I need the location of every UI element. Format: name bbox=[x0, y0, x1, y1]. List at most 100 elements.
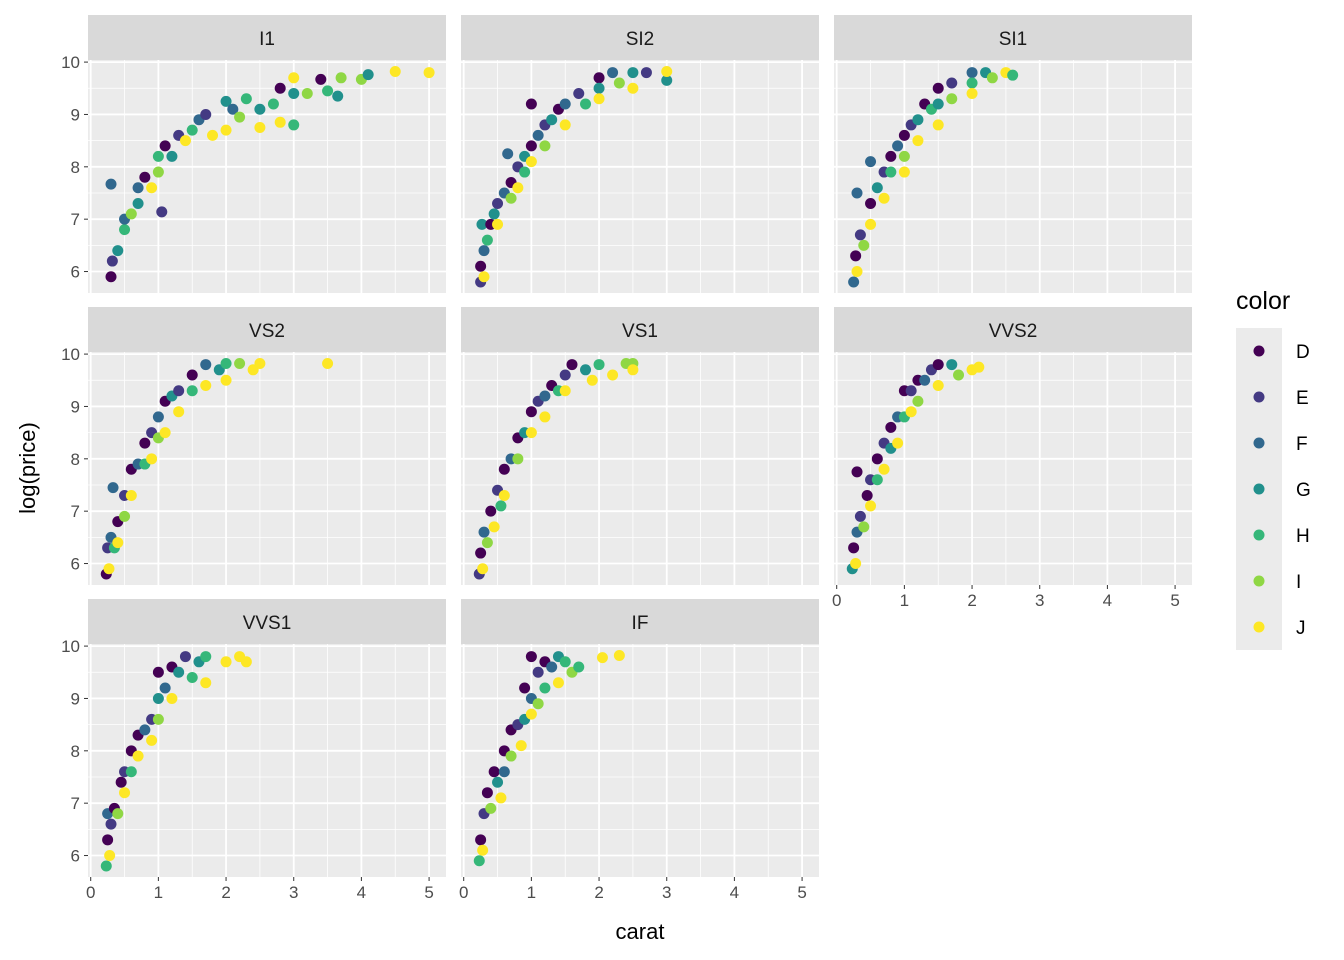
data-point-G bbox=[593, 82, 605, 94]
data-point-I bbox=[152, 713, 164, 725]
data-point-D bbox=[488, 766, 500, 778]
data-point-J bbox=[220, 124, 232, 136]
data-point-F bbox=[532, 129, 544, 141]
facet-strip-label: SI2 bbox=[626, 29, 655, 50]
data-point-J bbox=[492, 218, 504, 230]
legend-label: F bbox=[1296, 434, 1308, 455]
data-point-I bbox=[539, 140, 551, 152]
data-point-D bbox=[105, 271, 117, 283]
data-point-H bbox=[152, 150, 164, 162]
data-point-H bbox=[240, 93, 252, 105]
data-point-J bbox=[146, 453, 158, 465]
y-tick-label: 7 bbox=[71, 794, 80, 813]
data-point-H bbox=[200, 651, 212, 663]
x-tick-label: 3 bbox=[1035, 591, 1044, 610]
data-point-D bbox=[861, 489, 873, 501]
data-point-J bbox=[850, 558, 862, 570]
data-point-J bbox=[627, 364, 639, 376]
data-point-G bbox=[932, 98, 944, 110]
data-point-I bbox=[858, 239, 870, 251]
data-point-J bbox=[878, 463, 890, 475]
data-point-J bbox=[539, 411, 551, 423]
data-point-I bbox=[485, 802, 497, 814]
x-tick-label: 1 bbox=[154, 883, 163, 902]
legend-key-F bbox=[1253, 437, 1265, 449]
facet-strip bbox=[88, 307, 446, 352]
data-point-J bbox=[627, 82, 639, 94]
data-point-D bbox=[848, 542, 860, 554]
data-point-J bbox=[512, 182, 524, 194]
data-point-J bbox=[878, 192, 890, 204]
y-tick-label: 7 bbox=[71, 502, 80, 521]
data-point-J bbox=[892, 437, 904, 449]
data-point-J bbox=[865, 500, 877, 512]
data-point-J bbox=[240, 656, 252, 668]
x-tick-label: 0 bbox=[459, 883, 468, 902]
legend-label: E bbox=[1296, 388, 1309, 409]
y-axis-title: log(price) bbox=[15, 422, 40, 514]
facet-panel-vs2: VS2 6 7 8 9 10 bbox=[61, 307, 446, 585]
facet-strip bbox=[88, 15, 446, 60]
data-point-H bbox=[220, 358, 232, 370]
data-point-J bbox=[966, 88, 978, 100]
facet-panel-vs1: VS1 bbox=[461, 307, 819, 585]
data-point-G bbox=[288, 88, 300, 100]
facet-panel-vvs2: VVS2 0 1 2 3 4 5 bbox=[832, 307, 1192, 610]
data-point-H bbox=[539, 682, 551, 694]
data-point-I bbox=[335, 72, 347, 84]
data-point-F bbox=[478, 526, 490, 538]
facet-panel-si2: SI2 bbox=[461, 15, 819, 293]
data-point-J bbox=[477, 563, 489, 575]
y-tick-label: 9 bbox=[71, 105, 80, 124]
data-point-J bbox=[104, 850, 116, 862]
y-tick-label: 6 bbox=[71, 555, 80, 574]
data-point-D bbox=[850, 250, 862, 262]
data-point-H bbox=[100, 860, 112, 872]
data-point-F bbox=[227, 103, 239, 115]
data-point-I bbox=[234, 358, 246, 370]
data-point-H bbox=[481, 234, 493, 246]
data-point-E bbox=[854, 510, 866, 522]
data-point-J bbox=[389, 66, 401, 78]
data-point-J bbox=[498, 489, 510, 501]
x-tick-label: 4 bbox=[357, 883, 366, 902]
y-tick-label: 7 bbox=[71, 210, 80, 229]
legend: color D E F G H I J bbox=[1236, 287, 1311, 650]
data-point-F bbox=[478, 245, 490, 257]
data-point-D bbox=[932, 82, 944, 94]
x-tick-label: 5 bbox=[424, 883, 433, 902]
data-point-H bbox=[573, 661, 585, 673]
x-tick-label: 1 bbox=[900, 591, 909, 610]
data-point-J bbox=[322, 358, 334, 370]
data-point-E bbox=[559, 369, 571, 381]
y-tick-label: 9 bbox=[71, 689, 80, 708]
data-point-D bbox=[186, 369, 198, 381]
data-point-J bbox=[552, 677, 564, 689]
data-point-J bbox=[166, 692, 178, 704]
data-point-H bbox=[871, 474, 883, 486]
data-point-H bbox=[186, 385, 198, 397]
data-point-F bbox=[132, 182, 144, 194]
x-tick-label: 2 bbox=[967, 591, 976, 610]
data-point-F bbox=[105, 178, 117, 190]
data-point-J bbox=[220, 656, 232, 668]
facet-strip bbox=[461, 599, 819, 644]
x-tick-label: 0 bbox=[86, 883, 95, 902]
data-point-J bbox=[865, 218, 877, 230]
data-point-J bbox=[661, 66, 673, 78]
data-point-I bbox=[234, 111, 246, 123]
data-point-E bbox=[532, 666, 544, 678]
data-point-F bbox=[200, 359, 212, 371]
data-point-D bbox=[475, 834, 487, 846]
data-point-J bbox=[274, 116, 286, 128]
data-point-J bbox=[515, 740, 527, 752]
data-point-I bbox=[532, 698, 544, 710]
panel-background bbox=[834, 352, 1192, 585]
facet-strip-label: I1 bbox=[259, 29, 275, 50]
data-point-D bbox=[885, 150, 897, 162]
data-point-D bbox=[519, 682, 531, 694]
data-point-J bbox=[103, 563, 115, 575]
data-point-G bbox=[871, 182, 883, 194]
data-point-F bbox=[546, 661, 558, 673]
data-point-J bbox=[179, 135, 191, 147]
